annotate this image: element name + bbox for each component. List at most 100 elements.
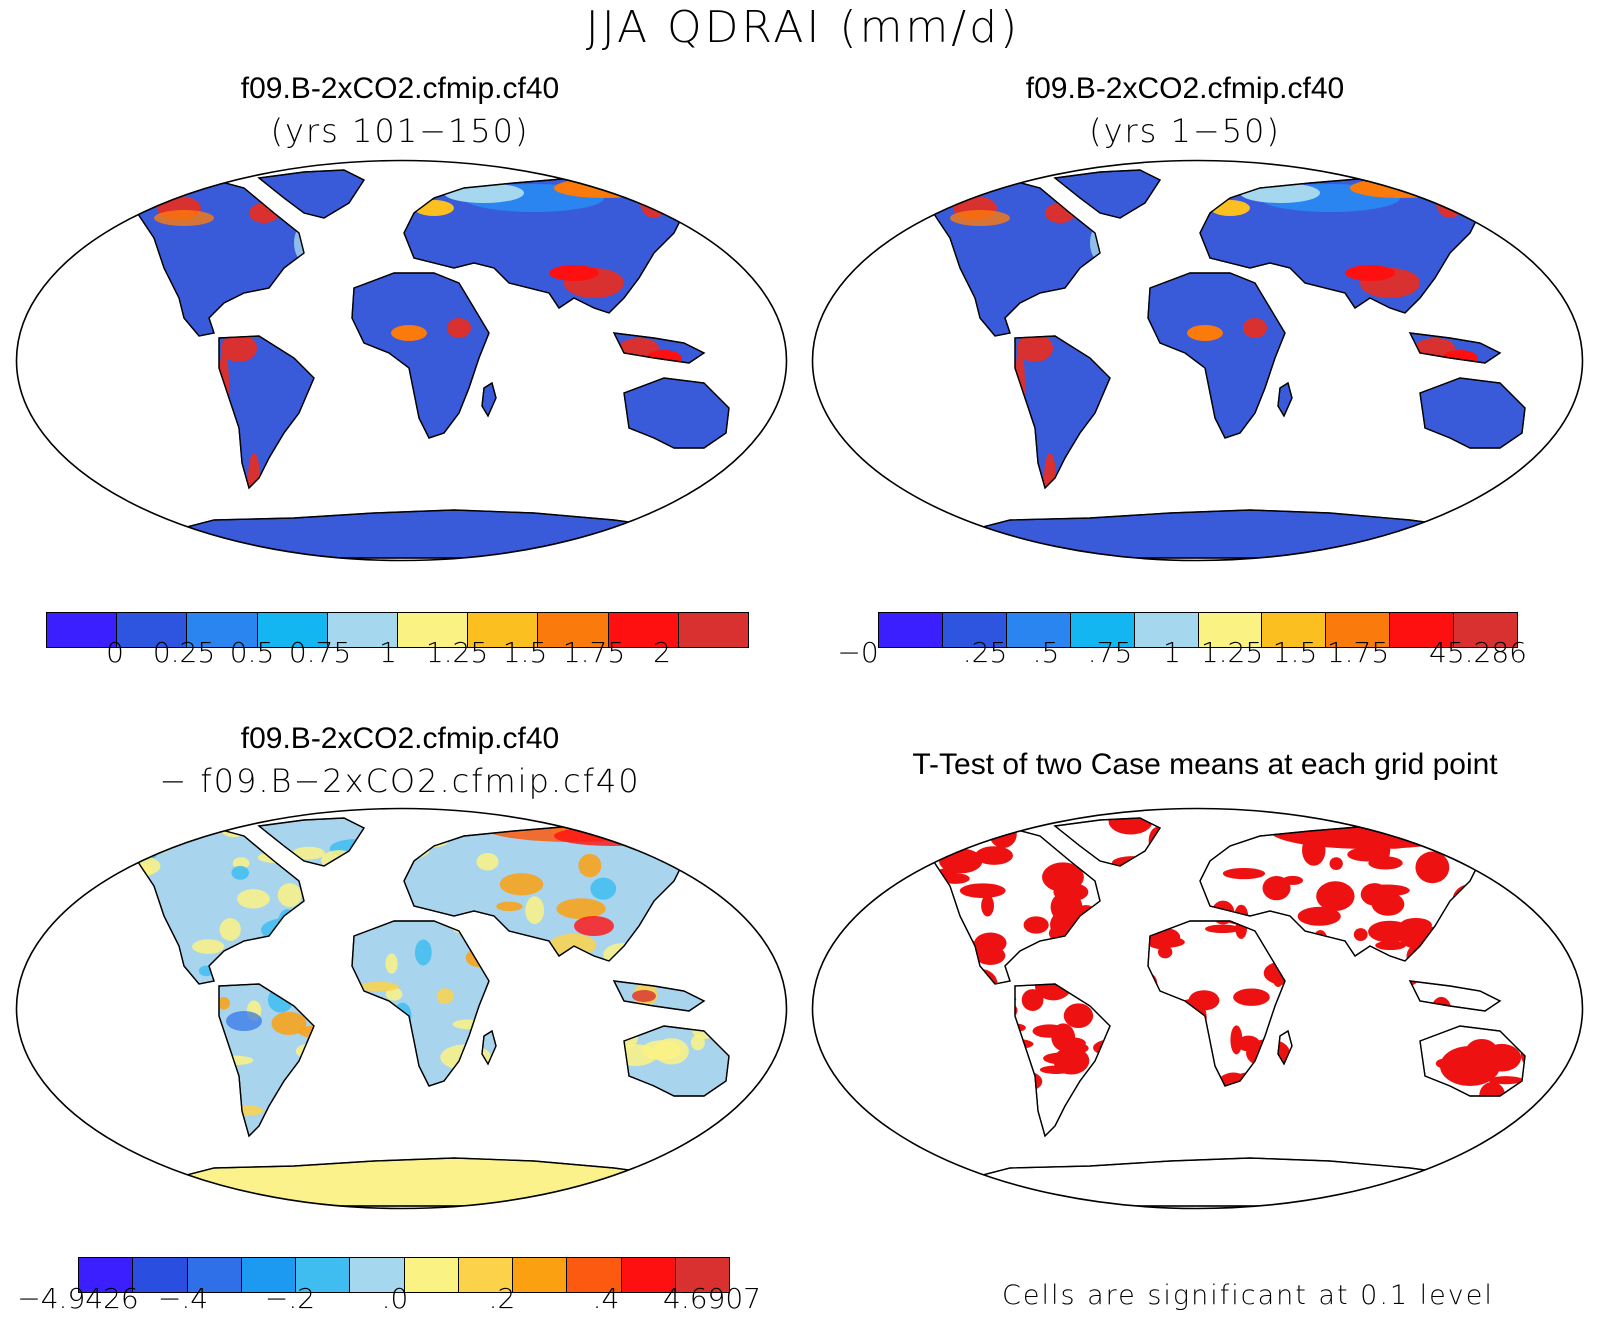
field-blob — [69, 839, 88, 853]
coastline-eurasia — [1199, 825, 1481, 962]
map-content — [22, 817, 783, 1207]
field-blob — [1109, 893, 1127, 918]
field-blob — [1503, 818, 1525, 835]
field-blob — [1205, 924, 1241, 934]
field-blob — [46, 1039, 76, 1058]
colorbar-tick-label: .4 — [592, 1282, 620, 1315]
field-blob — [991, 1038, 1034, 1050]
field-blob — [1119, 1013, 1132, 1045]
field-blob — [1106, 959, 1128, 984]
field-blob — [520, 1095, 537, 1108]
field-blob — [1118, 910, 1129, 932]
field-blob — [496, 901, 523, 912]
field-blob — [981, 894, 995, 917]
field-blob — [732, 848, 758, 858]
colorbar-swatch — [187, 613, 258, 647]
field-blob — [1520, 1039, 1525, 1071]
field-blob — [154, 210, 214, 226]
field-blob — [1512, 857, 1525, 866]
field-blob — [1240, 1096, 1257, 1126]
field-blob — [1090, 225, 1110, 261]
field-blob — [1375, 1039, 1387, 1062]
field-blob — [1368, 1005, 1386, 1026]
field-blob — [231, 865, 250, 880]
field-blob — [1399, 1046, 1411, 1077]
colorbar-swatch — [350, 1258, 405, 1292]
field-blob — [828, 855, 873, 879]
field-blob — [22, 966, 52, 985]
field-blob — [930, 862, 932, 886]
field-blob — [556, 898, 606, 920]
field-blob — [52, 993, 98, 1020]
field-blob — [134, 1040, 136, 1049]
field-blob — [1345, 265, 1395, 281]
field-blob — [181, 1034, 219, 1051]
land-northamerica — [929, 179, 1101, 337]
field-blob — [1089, 973, 1107, 993]
field-blob — [1184, 1039, 1200, 1065]
field-blob — [1143, 936, 1185, 949]
land-greenland — [257, 169, 365, 219]
field-blob — [68, 907, 97, 928]
field-blob — [1440, 1046, 1500, 1086]
field-blob — [542, 1046, 584, 1069]
field-blob — [302, 887, 328, 915]
field-blob — [1021, 989, 1044, 1011]
field-blob — [380, 823, 415, 846]
coastline-northamerica — [133, 827, 305, 985]
field-blob — [688, 957, 710, 978]
field-blob — [1542, 1010, 1574, 1022]
coastline-indonesia — [1408, 980, 1502, 1012]
field-blob — [1297, 1003, 1312, 1025]
field-blob — [1406, 1094, 1423, 1113]
field-blob — [1095, 1065, 1134, 1080]
field-blob — [1471, 923, 1517, 945]
field-blob — [874, 1052, 889, 1069]
field-blob — [1312, 1059, 1356, 1083]
field-blob — [968, 980, 997, 1002]
coastline-australia — [623, 1025, 730, 1097]
field-blob — [1316, 982, 1359, 1000]
field-blob — [1177, 999, 1205, 1017]
field-blob — [1303, 1009, 1346, 1023]
field-blob — [321, 850, 357, 871]
field-blob — [1305, 1050, 1350, 1075]
field-blob — [1104, 1076, 1131, 1094]
field-blob — [691, 922, 714, 936]
field-blob — [769, 894, 783, 918]
field-blob — [970, 1064, 990, 1080]
map-bottom-left — [15, 807, 788, 1210]
coastline-africa — [1147, 272, 1286, 439]
field-blob — [1093, 1038, 1137, 1057]
coastline-greenland — [257, 169, 366, 219]
field-blob — [134, 1057, 135, 1071]
coastline-indonesia — [612, 980, 706, 1012]
field-blob — [1313, 930, 1328, 948]
field-blob — [1320, 939, 1334, 956]
field-blob — [810, 902, 823, 920]
colorbar-swatch — [621, 1258, 676, 1292]
field-blob — [827, 1038, 837, 1068]
coastline-northamerica — [133, 179, 305, 337]
coastline-eurasia — [1199, 177, 1481, 314]
map-border — [15, 807, 788, 1210]
land-antarctica — [133, 509, 716, 559]
field-blob — [1226, 915, 1256, 925]
field-blob — [70, 829, 98, 851]
field-blob — [278, 917, 295, 945]
field-blob — [1507, 960, 1522, 980]
colorbar-swatch — [1134, 613, 1199, 647]
colorbar-swatch — [187, 1258, 242, 1292]
field-blob — [1150, 1093, 1163, 1124]
field-blob — [1222, 867, 1266, 880]
field-blob — [181, 984, 207, 996]
land-australia — [1419, 377, 1526, 449]
field-blob — [684, 939, 717, 962]
field-blob — [648, 954, 679, 968]
field-blob — [1539, 975, 1571, 999]
field-blob — [887, 1085, 919, 1103]
panel-subtitle-bottom-left: − f09.B−2xCO2.cfmip.cf40 — [159, 762, 641, 800]
field-blob — [292, 846, 326, 860]
field-blob — [525, 896, 545, 925]
field-blob — [573, 974, 607, 995]
